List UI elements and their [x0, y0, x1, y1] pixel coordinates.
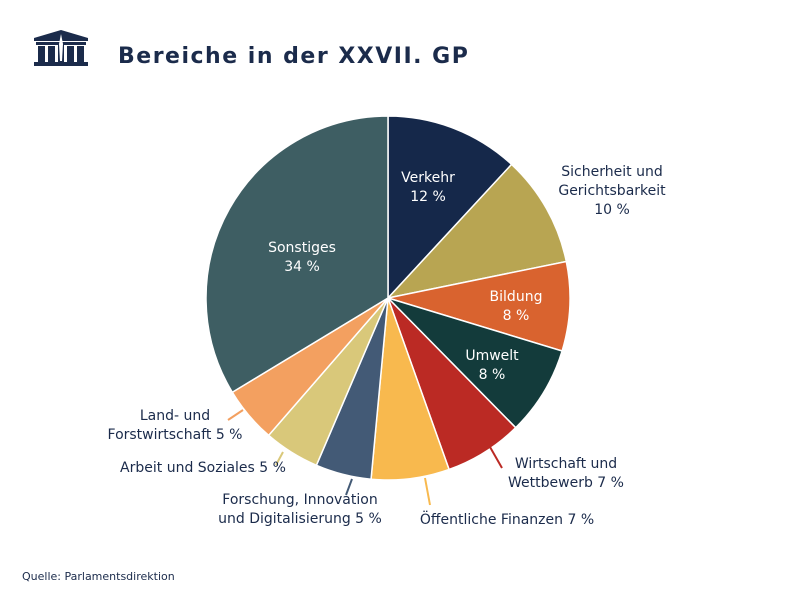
- pie-slice-10: [205, 115, 389, 394]
- slice-label-1: Verkehr 12 %: [401, 170, 455, 205]
- leader-line-7: [345, 478, 353, 496]
- slice-label-10: Sonstiges 34 %: [268, 240, 336, 275]
- leader-line-5: [489, 446, 503, 469]
- pie-slice-1: [387, 115, 513, 300]
- slice-label-4: Umwelt 8 %: [465, 348, 519, 383]
- chart-title: Bereiche in der XXVII. GP: [118, 44, 470, 69]
- leader-line-8: [275, 451, 284, 466]
- parliament-building-icon: [34, 30, 88, 66]
- source-note: Quelle: Parlamentsdirektion: [22, 570, 175, 583]
- leader-line-9: [227, 409, 244, 421]
- slice-label-3: Bildung 8 %: [490, 289, 543, 324]
- slice-label-5: Wirtschaft und Wettbewerb 7 %: [508, 456, 624, 491]
- pie-slice-2: [385, 163, 568, 300]
- slice-label-6: Öffentliche Finanzen 7 %: [420, 510, 594, 528]
- leader-line-6: [424, 477, 431, 506]
- pie-slice-3: [387, 260, 571, 352]
- slice-label-7: Forschung, Innovation und Digitalisierung…: [218, 492, 382, 527]
- pie-slice-4: [387, 297, 564, 429]
- slice-label-9: Land- und Forstwirtschaft 5 %: [108, 408, 243, 443]
- slice-label-8: Arbeit und Soziales 5 %: [120, 460, 286, 476]
- slice-label-2: Sicherheit und Gerichtsbarkeit 10 %: [558, 164, 666, 218]
